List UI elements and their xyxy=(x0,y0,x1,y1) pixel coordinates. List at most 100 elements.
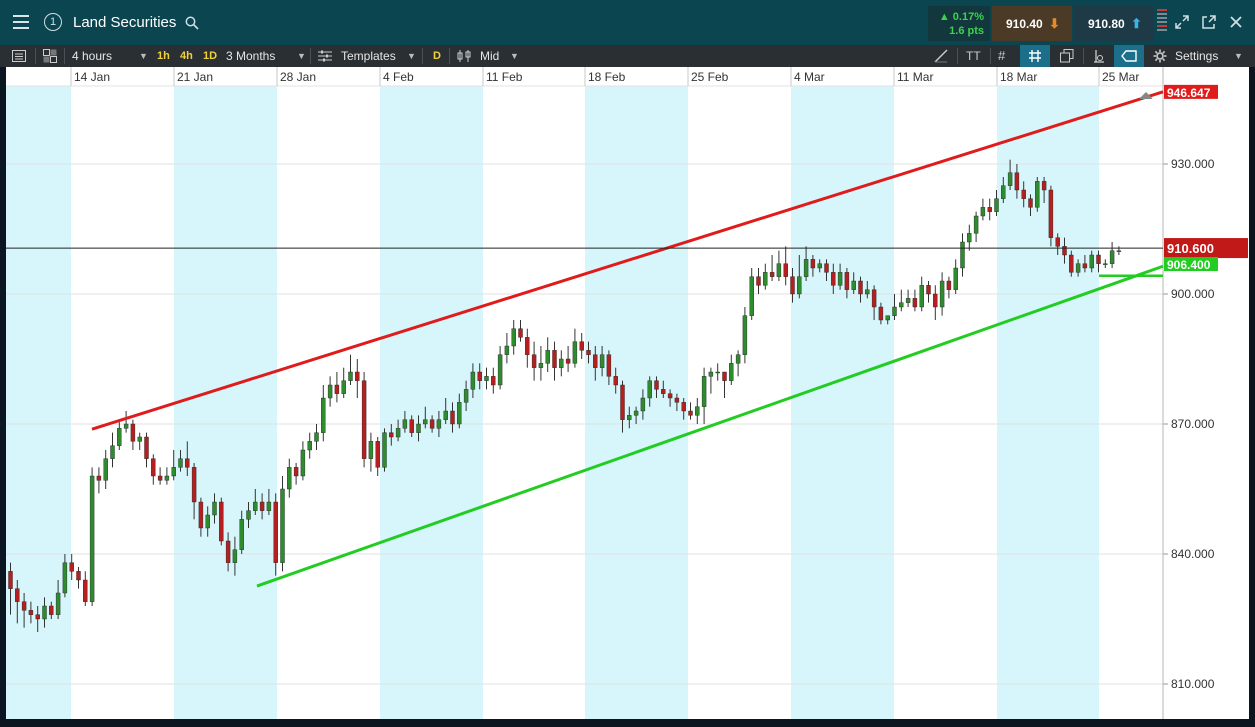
candle-body xyxy=(967,233,972,243)
candle-body xyxy=(1096,254,1101,264)
candle-body xyxy=(899,302,904,308)
draw-line-icon[interactable] xyxy=(933,49,949,63)
interval-1d-button[interactable]: 1D xyxy=(203,50,218,62)
text-tool-label: TT xyxy=(966,49,981,63)
separator xyxy=(990,48,991,64)
layout-icon[interactable] xyxy=(43,49,57,63)
sell-button[interactable]: 910.40 ⬇ xyxy=(992,6,1072,41)
date-label: 21 Jan xyxy=(177,70,213,84)
candle-body xyxy=(1001,185,1006,199)
d-toggle-button[interactable]: D xyxy=(433,50,441,62)
window-number-icon[interactable]: 1 xyxy=(40,8,66,36)
candle-body xyxy=(232,549,238,563)
candle-body xyxy=(933,293,938,308)
instrument-name[interactable]: Land Securities xyxy=(73,14,177,31)
crosshair-button[interactable] xyxy=(1020,45,1050,67)
candle-body xyxy=(627,415,632,420)
home-marker-icon xyxy=(1140,92,1152,99)
candle-body xyxy=(341,380,346,394)
candle-body xyxy=(55,592,61,615)
candle-body xyxy=(824,263,829,273)
range-caret-icon[interactable]: ▼ xyxy=(297,51,306,61)
candle-body xyxy=(960,241,965,269)
candle-body xyxy=(327,384,333,399)
interval-1h-button[interactable]: 1h xyxy=(157,50,170,62)
interval-caret-icon[interactable]: ▼ xyxy=(139,51,148,61)
candle-body xyxy=(939,280,945,308)
candle-body xyxy=(28,610,34,615)
candle-body xyxy=(613,376,618,386)
change-percent: ▲ 0.17% xyxy=(938,11,984,23)
candle-body xyxy=(797,276,802,295)
candle-body xyxy=(395,428,401,438)
candle-body xyxy=(742,315,748,355)
candle-body xyxy=(443,410,448,420)
candle-body xyxy=(912,298,918,308)
grid-icon[interactable]: # xyxy=(998,48,1006,63)
candle-body xyxy=(144,436,149,459)
candle-body xyxy=(266,501,272,511)
templates-caret-icon[interactable]: ▼ xyxy=(407,51,416,61)
candle-body xyxy=(76,571,81,581)
price-type-select[interactable]: Mid xyxy=(480,45,499,67)
candle-body xyxy=(1055,237,1060,247)
price-ladder-icon[interactable] xyxy=(1157,9,1167,37)
menu-icon[interactable] xyxy=(8,8,34,36)
text-tool-button[interactable]: TT xyxy=(966,45,981,67)
copy-icon[interactable] xyxy=(1059,49,1075,63)
candle-body xyxy=(429,419,435,429)
search-icon[interactable] xyxy=(185,16,199,30)
price-type-caret-icon[interactable]: ▼ xyxy=(510,51,519,61)
settings-button[interactable]: Settings xyxy=(1175,45,1218,67)
close-icon[interactable] xyxy=(1228,14,1244,30)
buy-button[interactable]: 910.80 ⬆ xyxy=(1074,6,1154,41)
candle-body xyxy=(661,389,666,394)
price-type-icon[interactable] xyxy=(457,49,473,63)
candle-body xyxy=(416,423,421,433)
candle-body xyxy=(42,605,47,620)
candle-body xyxy=(620,384,625,420)
expand-icon[interactable] xyxy=(1174,14,1190,30)
interval-select[interactable]: 4 hours xyxy=(72,45,112,67)
popout-icon[interactable] xyxy=(1201,14,1217,30)
candle-body xyxy=(715,371,720,374)
week-shade xyxy=(174,86,277,719)
interval-4h-button[interactable]: 4h xyxy=(180,50,193,62)
candle-body xyxy=(307,441,312,451)
candle-body xyxy=(695,406,700,416)
candle-body xyxy=(477,371,482,381)
candle-body xyxy=(674,397,680,403)
settings-caret-icon[interactable]: ▼ xyxy=(1234,51,1243,61)
separator xyxy=(64,48,65,64)
price-label: 930.000 xyxy=(1171,157,1215,171)
candle-body xyxy=(565,358,571,364)
candle-body xyxy=(259,501,265,511)
price-type-label: Mid xyxy=(480,49,500,63)
up-arrow-icon: ⬆ xyxy=(1131,16,1142,31)
range-select[interactable]: 3 Months xyxy=(226,45,275,67)
title-bar: 1 Land Securities ▲ 0.17% 1.6 pts 910.40… xyxy=(0,0,1255,45)
candle-body xyxy=(470,371,476,390)
list-icon[interactable] xyxy=(12,50,26,62)
candle-body xyxy=(878,306,884,321)
candle-body xyxy=(783,263,788,277)
change-percent-value: 0.17% xyxy=(952,11,984,23)
candle-body xyxy=(776,263,782,277)
sell-price: 910.40 xyxy=(1006,17,1043,31)
templates-button[interactable]: Templates xyxy=(341,45,396,67)
right-frame xyxy=(1249,67,1255,727)
gear-icon[interactable] xyxy=(1153,49,1167,63)
candle-body xyxy=(185,458,190,468)
candle-body xyxy=(382,432,387,468)
date-label: 4 Mar xyxy=(794,70,825,84)
candle-body xyxy=(361,380,367,459)
candle-body xyxy=(239,519,244,550)
indicator-icon[interactable] xyxy=(1091,49,1107,63)
candle-body xyxy=(953,267,958,290)
label-tool-button[interactable] xyxy=(1114,45,1144,67)
current-price-tag: 910.600 xyxy=(1167,241,1214,256)
candle-body xyxy=(69,562,74,572)
down-arrow-icon: ⬇ xyxy=(1049,16,1060,31)
templates-icon[interactable] xyxy=(318,50,332,62)
